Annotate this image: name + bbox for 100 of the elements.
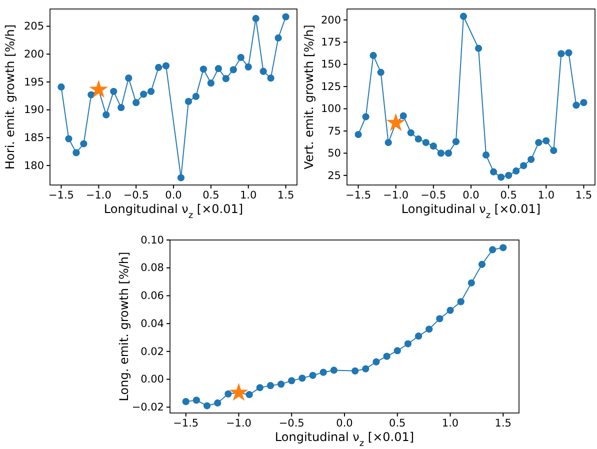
point bbox=[422, 138, 430, 146]
point bbox=[298, 374, 306, 382]
point bbox=[490, 168, 498, 176]
point bbox=[154, 64, 162, 72]
x-axis-title: Longitudinal ν$_{z}$ [×0.01] bbox=[104, 202, 244, 221]
y-tick-label: 75 bbox=[328, 125, 341, 138]
point bbox=[222, 75, 230, 82]
point bbox=[430, 142, 437, 150]
point bbox=[207, 80, 214, 87]
point bbox=[230, 66, 237, 74]
point bbox=[372, 358, 380, 366]
y-tick-label: 100 bbox=[320, 103, 341, 116]
x-tick-label: 1.5 bbox=[494, 417, 512, 430]
point bbox=[214, 399, 222, 407]
point bbox=[58, 83, 65, 91]
point bbox=[414, 135, 422, 143]
x-tick-label: 0.5 bbox=[500, 189, 517, 202]
x-tick-label: −1.5 bbox=[173, 417, 199, 430]
point bbox=[362, 113, 370, 120]
y-tick-label: 25 bbox=[328, 170, 341, 182]
x-tick-label: 0.0 bbox=[165, 189, 182, 202]
point bbox=[274, 34, 282, 42]
point bbox=[309, 372, 316, 379]
point bbox=[214, 65, 222, 72]
point bbox=[244, 63, 252, 70]
y-tick-label: 205 bbox=[24, 20, 44, 33]
y-tick-label: 0.06 bbox=[140, 290, 164, 302]
y-tick-label: 200 bbox=[320, 14, 341, 26]
x-tick-label: −1.5 bbox=[346, 189, 372, 202]
point bbox=[246, 391, 253, 398]
point bbox=[288, 377, 296, 384]
x-tick-label: 1.0 bbox=[442, 417, 459, 430]
x-tick-label: 1.5 bbox=[575, 189, 592, 202]
x-tick-label: 1.0 bbox=[240, 189, 257, 202]
point bbox=[330, 366, 338, 374]
point bbox=[266, 382, 274, 390]
point bbox=[224, 390, 232, 398]
x-tick-label: 0.0 bbox=[462, 189, 480, 202]
point bbox=[277, 380, 285, 388]
point bbox=[558, 50, 565, 58]
point bbox=[80, 140, 88, 148]
y-tick-label: 180 bbox=[24, 160, 44, 172]
point bbox=[252, 14, 260, 22]
point bbox=[404, 340, 412, 348]
point bbox=[426, 326, 433, 333]
point bbox=[400, 112, 407, 120]
point bbox=[377, 68, 384, 76]
point bbox=[140, 90, 148, 98]
point bbox=[256, 384, 264, 392]
point bbox=[383, 352, 390, 360]
point bbox=[446, 306, 454, 314]
x-tick-label: −1.0 bbox=[383, 189, 409, 202]
point bbox=[192, 396, 200, 404]
point bbox=[436, 315, 444, 322]
point bbox=[184, 98, 192, 106]
point bbox=[147, 88, 155, 95]
point bbox=[102, 111, 110, 118]
point bbox=[237, 54, 244, 62]
point bbox=[177, 174, 185, 182]
x-tick-label: −1.5 bbox=[48, 189, 74, 202]
point bbox=[110, 88, 118, 95]
point bbox=[535, 138, 542, 146]
y-tick-label: 0.00 bbox=[140, 374, 164, 386]
point bbox=[572, 102, 580, 109]
y-tick-label: 0.02 bbox=[140, 346, 164, 358]
point bbox=[260, 68, 267, 75]
point bbox=[386, 113, 406, 131]
y-axis-title: Long. emit. growth [%/h] bbox=[117, 252, 131, 402]
point bbox=[384, 138, 392, 146]
point bbox=[542, 137, 550, 144]
point bbox=[192, 92, 200, 100]
y-tick-label: 185 bbox=[24, 132, 44, 144]
point bbox=[474, 44, 482, 52]
point bbox=[457, 298, 464, 306]
y-tick-label: 200 bbox=[24, 48, 44, 60]
point bbox=[500, 244, 507, 252]
point bbox=[505, 172, 512, 179]
point bbox=[482, 151, 490, 159]
point bbox=[478, 260, 486, 268]
point bbox=[370, 52, 377, 60]
point bbox=[229, 382, 248, 401]
x-tick-label: −0.5 bbox=[420, 189, 446, 202]
y-tick-label: 195 bbox=[24, 76, 44, 88]
point bbox=[550, 146, 558, 154]
x-tick-label: 0.5 bbox=[202, 189, 220, 202]
x-tick-label: −0.5 bbox=[123, 189, 149, 202]
point bbox=[352, 367, 359, 374]
point bbox=[520, 162, 528, 170]
point bbox=[65, 135, 72, 142]
point bbox=[437, 150, 445, 157]
point bbox=[354, 130, 362, 138]
point bbox=[580, 98, 588, 106]
point bbox=[132, 99, 140, 106]
y-tick-label: 50 bbox=[328, 148, 341, 160]
y-tick-label: 190 bbox=[24, 104, 44, 116]
y-tick-label: 0.04 bbox=[140, 318, 164, 330]
point bbox=[203, 402, 211, 410]
point bbox=[497, 174, 505, 181]
point bbox=[407, 129, 414, 136]
point bbox=[118, 104, 125, 112]
